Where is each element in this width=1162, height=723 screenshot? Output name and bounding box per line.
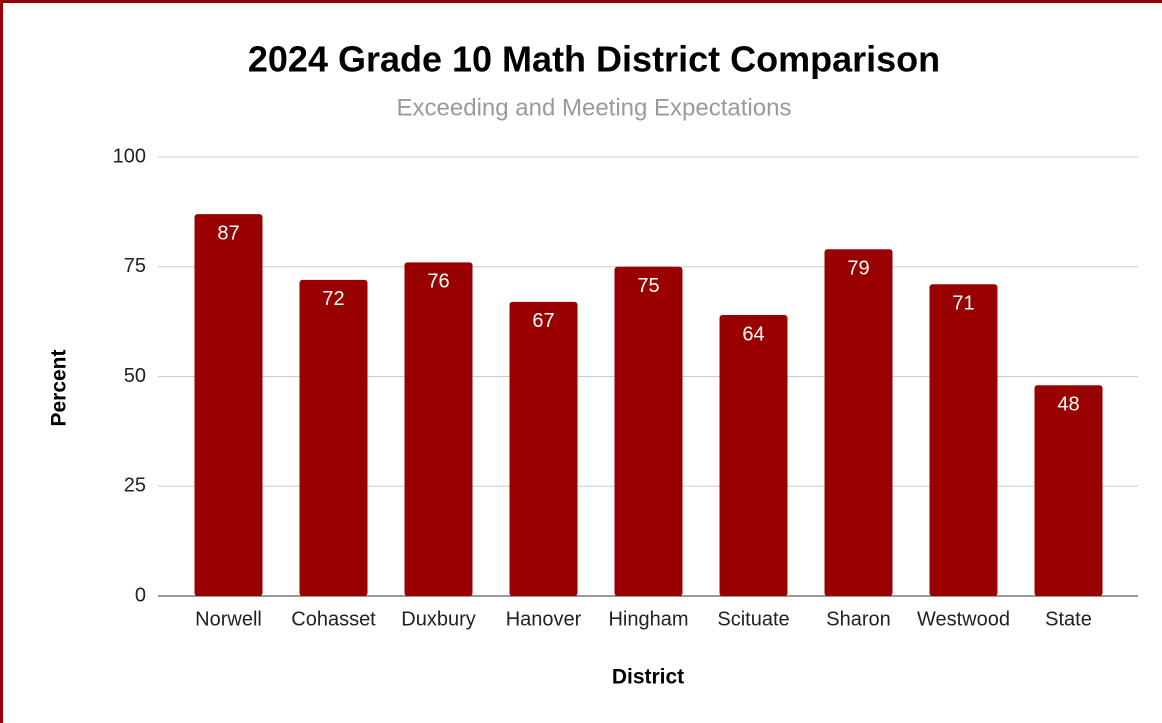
data-label: 79	[847, 257, 869, 279]
y-tick-label: 75	[124, 255, 146, 277]
data-label: 48	[1057, 394, 1079, 416]
x-tick-label: Hingham	[608, 608, 688, 630]
data-label: 64	[742, 323, 764, 345]
bar	[929, 284, 998, 596]
y-tick-label: 25	[124, 475, 146, 497]
y-tick-label: 0	[135, 584, 146, 606]
bar	[509, 301, 578, 596]
data-label: 76	[427, 271, 449, 293]
x-tick-label: Duxbury	[401, 608, 475, 630]
chart-subtitle: Exceeding and Meeting Expectations	[397, 94, 792, 121]
x-tick-label: Sharon	[826, 608, 891, 630]
y-tick-label: 50	[124, 365, 146, 387]
y-tick-label: 100	[113, 145, 146, 167]
bar	[404, 262, 473, 596]
x-axis-title: District	[612, 666, 684, 689]
bar	[299, 279, 368, 596]
x-tick-label: Hanover	[506, 608, 582, 630]
bar	[824, 249, 893, 596]
data-label: 75	[637, 275, 659, 297]
x-tick-label: Scituate	[717, 608, 789, 630]
bar	[719, 315, 788, 596]
bar	[194, 214, 263, 596]
data-label: 67	[532, 310, 554, 332]
chart-title: 2024 Grade 10 Math District Comparison	[248, 39, 940, 80]
data-label: 71	[952, 293, 974, 315]
data-label: 87	[217, 222, 239, 244]
x-tick-label: Cohasset	[291, 608, 376, 630]
x-tick-label: Westwood	[917, 608, 1010, 630]
x-tick-label: Norwell	[195, 608, 262, 630]
bar	[614, 266, 683, 596]
y-axis-title: Percent	[48, 349, 71, 426]
data-label: 72	[322, 288, 344, 310]
x-tick-label: State	[1045, 608, 1092, 630]
bar	[1034, 385, 1103, 596]
